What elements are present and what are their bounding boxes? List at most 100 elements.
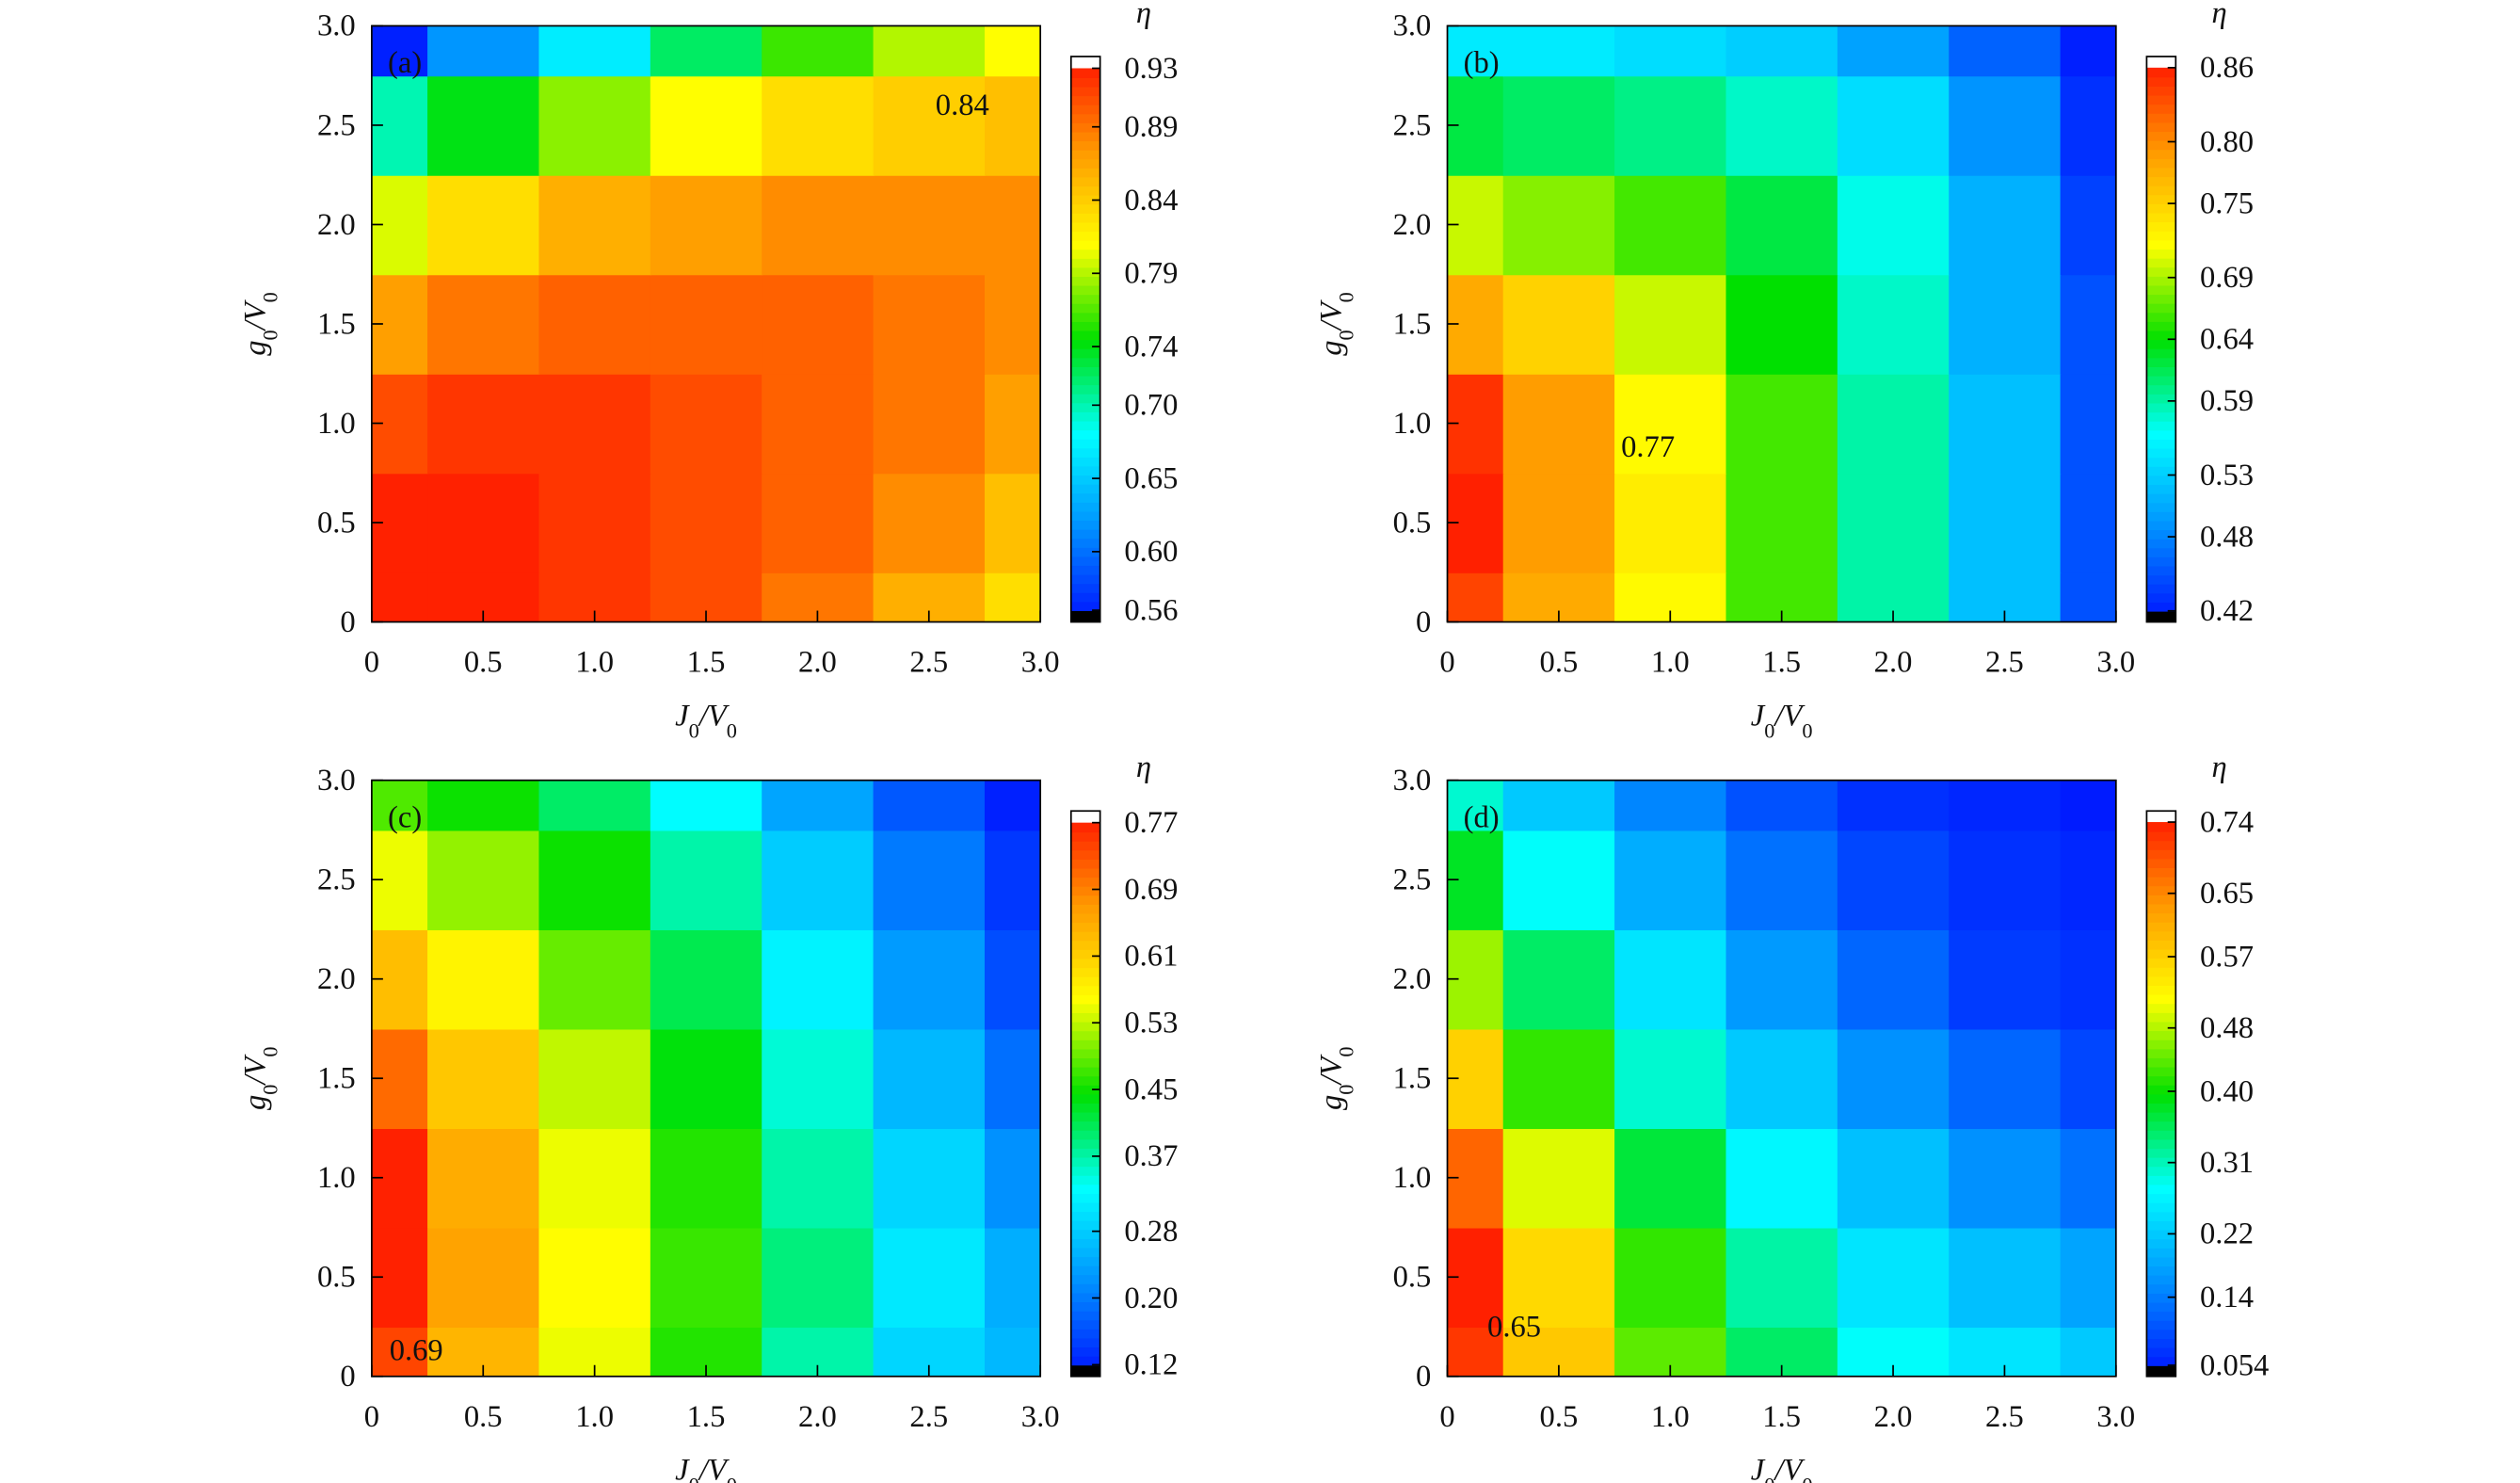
cell — [538, 75, 651, 176]
cell — [1949, 274, 2062, 375]
colorbar-frame — [1069, 810, 1101, 1378]
colorbar-segment — [2146, 429, 2176, 440]
colorbar-segment — [1070, 212, 1100, 223]
colorbar-segment — [1070, 221, 1100, 233]
colorbar-segment — [1070, 510, 1100, 522]
colorbar-segment — [1070, 1219, 1100, 1231]
colorbar-cap — [2146, 610, 2176, 622]
cell — [1725, 373, 1838, 475]
colorbar-segment — [1070, 1075, 1100, 1086]
colorbar-segment — [2146, 1283, 2176, 1294]
x-tick-label: 2.5 — [1985, 1400, 2024, 1434]
colorbar-segment — [1070, 556, 1100, 566]
colorbar-segment — [2146, 384, 2176, 395]
colorbar-segment — [2146, 510, 2176, 522]
cell — [1614, 25, 1727, 77]
colorbar-segment — [2146, 131, 2176, 141]
colorbar-segment — [2146, 420, 2176, 431]
x-tick-label: 0.5 — [1540, 1400, 1579, 1434]
cell — [873, 1127, 987, 1229]
cell — [762, 25, 875, 77]
colorbar-segment — [1070, 457, 1100, 467]
colorbar-segment — [2146, 465, 2176, 476]
colorbar-tick-label: 0.65 — [1124, 461, 1178, 495]
x-tick-label: 1.0 — [575, 646, 614, 680]
y-tick-label: 0.5 — [1393, 1261, 1432, 1295]
colorbar-tick-label: 0.77 — [1124, 806, 1178, 840]
colorbar-segment — [1070, 1337, 1100, 1348]
colorbar-segment — [1070, 420, 1100, 431]
colorbar-segment — [1070, 475, 1100, 485]
x-tick-label: 0.5 — [1540, 646, 1579, 680]
cell — [1614, 274, 1727, 375]
colorbar-segment — [2146, 239, 2176, 250]
colorbar-segment — [2146, 966, 2176, 977]
colorbar-segment — [1070, 185, 1100, 196]
colorbar-segment — [1070, 912, 1100, 924]
colorbar-segment — [1070, 904, 1100, 914]
cell — [1837, 1028, 1950, 1130]
y-tick-label: 3.0 — [317, 9, 356, 43]
colorbar-segment — [1070, 131, 1100, 142]
colorbar-segment — [2146, 312, 2176, 322]
colorbar-segment — [2146, 1265, 2176, 1276]
colorbar-segment — [1070, 176, 1100, 187]
colorbar-segment — [2146, 822, 2176, 832]
cell — [1949, 473, 2062, 573]
colorbar-tick-label: 0.60 — [1124, 535, 1178, 569]
y-tick-label: 0.5 — [1393, 506, 1432, 540]
colorbar-segment — [1070, 149, 1100, 160]
colorbar-segment — [1070, 384, 1100, 395]
colorbar-segment — [1070, 546, 1100, 557]
cell — [1725, 174, 1838, 276]
colorbar-segment — [2146, 1301, 2176, 1313]
colorbar-segment — [2146, 502, 2176, 512]
colorbar-segment — [1070, 1138, 1100, 1149]
cell — [371, 780, 429, 831]
cell — [1447, 572, 1504, 622]
cell — [762, 1127, 875, 1229]
cell — [1725, 25, 1838, 77]
colorbar-segment — [2146, 203, 2176, 214]
colorbar-tick-label: 0.14 — [2200, 1281, 2254, 1314]
y-axis-label: g0/V0 — [1314, 1046, 1357, 1110]
y-tick-label: 2.0 — [317, 962, 356, 996]
colorbar-segment — [2146, 1356, 2176, 1366]
colorbar-segment — [2146, 867, 2176, 878]
contour-label: 0.84 — [936, 89, 989, 122]
cell — [1837, 830, 1950, 930]
colorbar-segment — [1070, 86, 1100, 97]
cell — [2060, 274, 2116, 375]
colorbar-segment — [1070, 1148, 1100, 1158]
colorbar-segment — [1070, 822, 1100, 833]
x-axis-label: J0/V0 — [675, 1454, 737, 1483]
x-tick-label: 1.5 — [1762, 1400, 1801, 1434]
y-tick-label: 0 — [1416, 605, 1431, 639]
cell — [1837, 274, 1950, 375]
colorbar-segment — [2146, 885, 2176, 895]
colorbar-segment — [1070, 393, 1100, 404]
colorbar-segment — [2146, 1238, 2176, 1249]
x-tick-label: 1.0 — [1651, 1400, 1690, 1434]
cell — [984, 830, 1041, 930]
colorbar-segment — [1070, 1166, 1100, 1176]
colorbar-segment — [1070, 1346, 1100, 1357]
panel: 0 0.5 1.0 1.5 2.0 2.5 3.0 0 0.5 1.0 1.5 2.0 2.5 3.0 J0… — [239, 0, 1179, 742]
x-tick-label: 2.0 — [798, 646, 837, 680]
colorbar-segment — [1070, 321, 1100, 331]
colorbar-segment — [1070, 1111, 1100, 1122]
colorbar-segment — [1070, 1292, 1100, 1303]
cell — [2060, 572, 2116, 622]
colorbar-segment — [1070, 1193, 1100, 1203]
colorbar-tick-label: 0.65 — [2200, 877, 2254, 911]
colorbar-segment — [1070, 958, 1100, 969]
panel-label: (d) — [1464, 800, 1500, 834]
colorbar-segment — [2146, 230, 2176, 241]
cell — [2060, 174, 2116, 276]
colorbar-segment — [1070, 583, 1100, 593]
colorbar-tick-label: 0.45 — [1124, 1072, 1178, 1106]
colorbar-segment — [2146, 993, 2176, 1005]
cell — [984, 25, 1041, 77]
y-tick-label: 1.5 — [317, 307, 356, 341]
colorbar-segment — [1070, 1039, 1100, 1050]
